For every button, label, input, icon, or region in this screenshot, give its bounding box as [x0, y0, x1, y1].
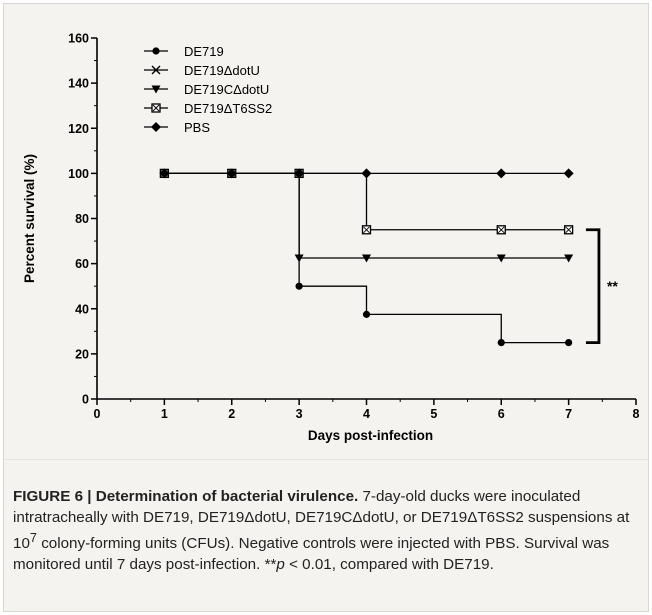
caption-body-1: 7-day-old ducks were inoculated intratra…: [13, 488, 630, 553]
figure-label: FIGURE 6 |: [13, 488, 92, 505]
x-tick-label: 4: [363, 407, 370, 421]
legend-label: PBS: [184, 120, 210, 135]
y-tick-label: 60: [75, 257, 89, 271]
series-line: [164, 172, 569, 231]
x-tick-label: 3: [296, 407, 303, 421]
figure-caption: FIGURE 6 | Determination of bacterial vi…: [13, 486, 643, 575]
data-point: [294, 254, 304, 263]
x-tick-label: 8: [633, 407, 640, 421]
divider: [4, 459, 648, 460]
legend-label: DE719ΔT6SS2: [184, 101, 272, 116]
significance-bracket: [585, 228, 601, 344]
chart-svg: 0 20 40 60 80 100 120 140 160 0 1 2 3 4 5 6 7 8 Days post-…: [22, 32, 640, 444]
y-tick-label: 40: [75, 302, 89, 316]
y-tick-label: 80: [75, 212, 89, 226]
data-point: [563, 168, 574, 179]
data-point: [159, 168, 170, 179]
data-point: [496, 254, 506, 263]
x-tick-label: 1: [161, 407, 168, 421]
significance-label: **: [607, 278, 618, 294]
caption-text: FIGURE 6 | Determination of bacterial vi…: [13, 486, 643, 575]
data-point: [362, 310, 371, 318]
y-tick-label: 100: [68, 167, 89, 181]
y-tick-label: 20: [75, 347, 89, 361]
data-point: [497, 338, 505, 347]
y-tick-label: 0: [82, 393, 89, 407]
legend-label: DE719ΔdotU: [184, 63, 260, 78]
legend-marker: [151, 65, 161, 75]
legend-label: DE719CΔdotU: [184, 82, 269, 97]
survival-chart: 0 20 40 60 80 100 120 140 160 0 1 2 3 4 5 6 7 8 Days post-…: [4, 4, 648, 464]
data-point: [362, 254, 371, 263]
legend-label: DE719: [184, 44, 224, 59]
data-point: [565, 338, 573, 347]
data-point: [496, 225, 506, 235]
data-point: [361, 168, 372, 179]
data-point: [226, 168, 237, 179]
x-tick-label: 7: [565, 407, 572, 421]
legend-marker: [151, 85, 161, 94]
y-tick-label: 160: [68, 32, 89, 46]
legend-marker: [151, 122, 161, 132]
data-point: [294, 168, 305, 179]
figure-title: Determination of bacterial virulence.: [95, 488, 359, 505]
data-point: [563, 225, 574, 235]
x-axis-label: Days post-infection: [308, 428, 433, 443]
figure-panel: 0 20 40 60 80 100 120 140 160 0 1 2 3 4 5 6 7 8 Days post-…: [3, 3, 649, 612]
x-tick-label: 6: [498, 407, 505, 421]
caption-superscript: 7: [29, 531, 37, 545]
caption-body-2: colony-forming units (CFUs). Negative co…: [13, 535, 610, 574]
y-tick-label: 140: [68, 77, 89, 91]
caption-p-variable: p: [276, 556, 285, 574]
x-tick-label: 2: [228, 407, 235, 421]
caption-body-3: < 0.01, compared with DE719.: [289, 556, 494, 574]
legend-marker: [151, 103, 161, 113]
data-point: [564, 254, 574, 263]
legend-marker: [152, 47, 160, 55]
x-tick-label: 5: [430, 407, 437, 421]
x-tick-label: 0: [94, 407, 101, 421]
data-point: [361, 225, 372, 235]
data-point: [295, 282, 303, 290]
y-tick-label: 120: [68, 122, 89, 136]
data-point: [496, 168, 507, 179]
y-axis-label: Percent survival (%): [22, 154, 37, 283]
